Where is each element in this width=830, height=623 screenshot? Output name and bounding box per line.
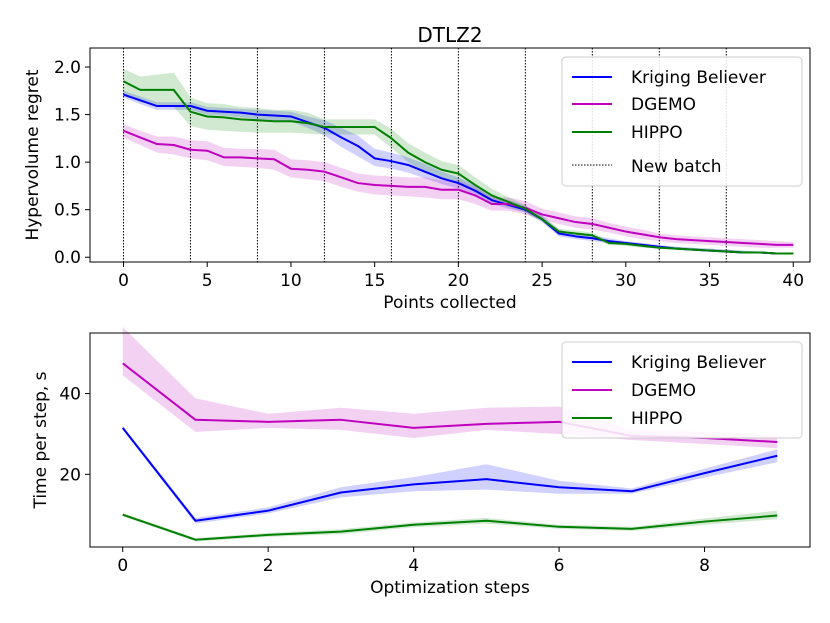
- y-axis-label: Hypervolume regret: [23, 69, 43, 240]
- x-axis-label: Optimization steps: [370, 578, 530, 598]
- legend: Kriging Believer DGEMO HIPPO New batch: [561, 56, 803, 187]
- legend-label-dgemo: DGEMO: [631, 381, 696, 401]
- legend-label-kriging-believer: Kriging Believer: [631, 68, 766, 88]
- series-line-hippo: [122, 513, 778, 541]
- x-tick-label: 0: [117, 556, 128, 576]
- series-lines: [123, 80, 794, 255]
- chart-dtlz2-hypervolume: DTLZ2 0 5 10 15 20 25 30 35 40 0.0 0.5 1.0 1.5 2.0 P…: [23, 23, 811, 313]
- legend-box: [561, 56, 803, 187]
- band-hippo: [123, 68, 794, 255]
- y-tick-label: 0.0: [54, 248, 81, 268]
- x-tick-label: 2: [263, 556, 274, 576]
- x-tick-label: 20: [448, 271, 470, 291]
- plot-frame: [89, 47, 811, 263]
- x-axis-ticks: 0 2 4 6 8: [117, 547, 710, 576]
- x-tick-label: 25: [531, 271, 553, 291]
- y-tick-label: 20: [59, 465, 81, 485]
- uncertainty-bands: [123, 68, 794, 255]
- y-tick-label: 1.5: [54, 106, 81, 126]
- y-tick-label: 0.5: [54, 201, 81, 221]
- chart-title: DTLZ2: [417, 23, 482, 47]
- x-tick-label: 30: [615, 271, 637, 291]
- x-tick-label: 5: [202, 271, 213, 291]
- legend-label-hippo: HIPPO: [631, 409, 683, 429]
- band-dgemo: [122, 326, 778, 449]
- y-tick-label: 1.0: [54, 153, 81, 173]
- legend-box: [561, 341, 803, 439]
- x-tick-label: 4: [408, 556, 419, 576]
- x-tick-label: 0: [118, 271, 129, 291]
- legend-label-kriging-believer: Kriging Believer: [631, 353, 766, 373]
- x-tick-label: 35: [699, 271, 721, 291]
- series-line-dgemo: [123, 129, 794, 246]
- y-axis-ticks: 0.0 0.5 1.0 1.5 2.0: [54, 58, 90, 268]
- band-dgemo: [123, 124, 794, 248]
- band-kriging-believer: [122, 425, 778, 524]
- batch-lines: [122, 48, 727, 262]
- series-line-hippo: [123, 80, 794, 255]
- legend-label-new-batch: New batch: [631, 157, 721, 177]
- y-tick-label: 40: [59, 385, 81, 405]
- x-tick-label: 40: [782, 271, 804, 291]
- x-tick-label: 8: [699, 556, 710, 576]
- x-tick-label: 6: [554, 556, 565, 576]
- x-axis-ticks: 0 5 10 15 20 25 30 35 40: [118, 262, 804, 291]
- legend-label-hippo: HIPPO: [631, 123, 683, 143]
- band-kriging-believer: [123, 90, 794, 255]
- x-tick-label: 10: [280, 271, 302, 291]
- y-axis-label: Time per step, s: [31, 371, 51, 509]
- legend-label-dgemo: DGEMO: [631, 95, 696, 115]
- series-line-kriging-believer: [121, 427, 778, 522]
- x-axis-label: Points collected: [383, 293, 516, 313]
- legend: Kriging Believer DGEMO HIPPO: [561, 341, 803, 439]
- y-tick-label: 2.0: [54, 58, 81, 78]
- plot-frame: [89, 332, 811, 548]
- x-tick-label: 15: [364, 271, 386, 291]
